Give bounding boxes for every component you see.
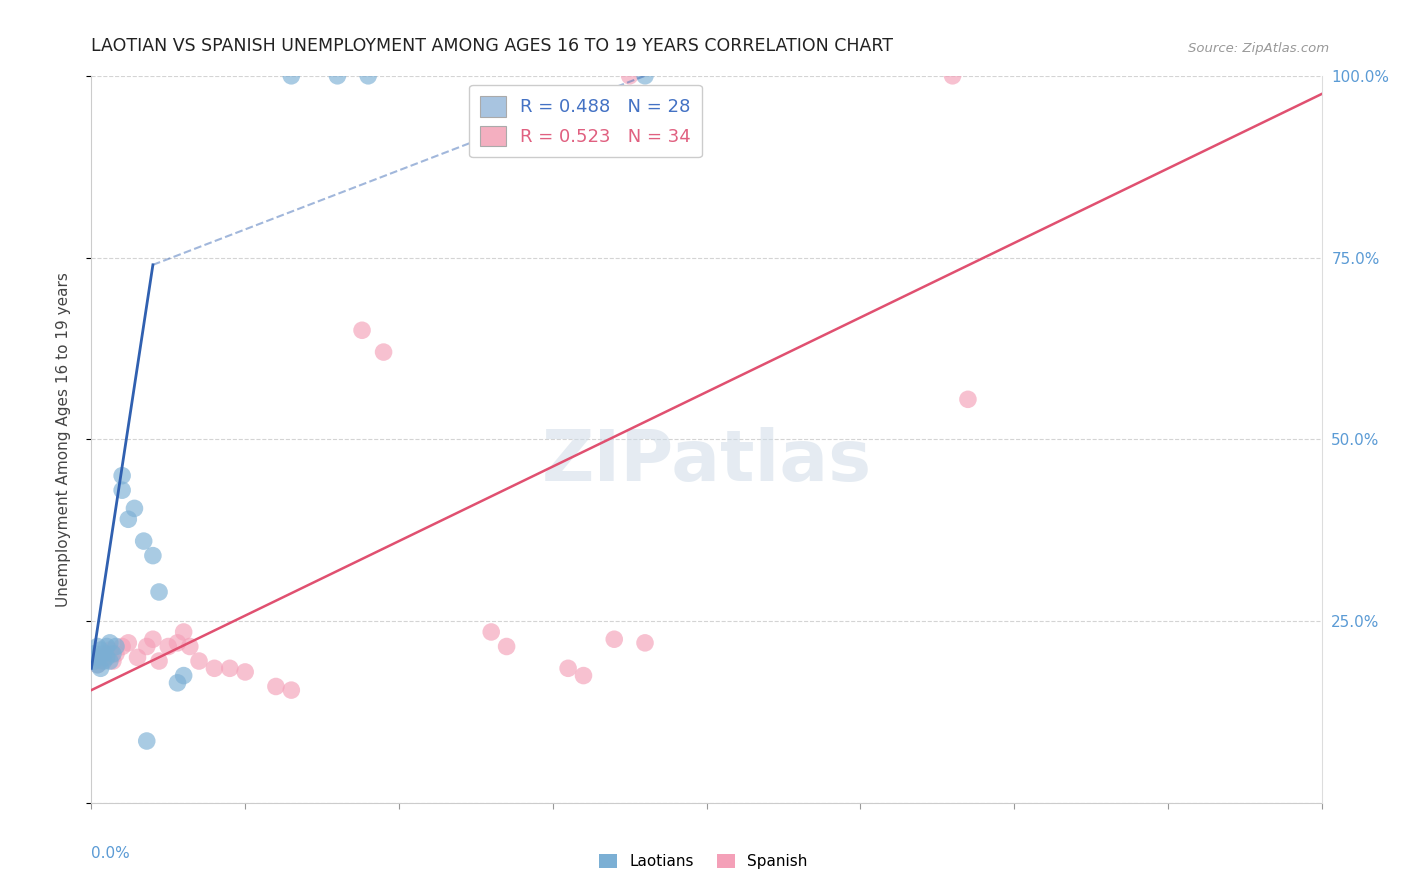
Point [142, 549, 165, 563]
Point [111, 640, 134, 654]
Point [124, 501, 146, 516]
Point [202, 661, 225, 675]
Point [96, 640, 118, 654]
Point [127, 650, 149, 665]
Point [101, 647, 124, 661]
Point [96, 650, 118, 665]
Legend: Laotians, Spanish: Laotians, Spanish [592, 847, 814, 875]
Point [179, 640, 201, 654]
Point [173, 668, 195, 682]
Point [111, 483, 134, 498]
Point [86, 657, 108, 672]
Point [495, 640, 517, 654]
Point [173, 624, 195, 639]
Point [90, 643, 112, 657]
Point [96, 647, 118, 661]
Point [956, 392, 979, 407]
Point [942, 69, 965, 83]
Point [350, 323, 373, 337]
Point [166, 676, 188, 690]
Point [98, 643, 121, 657]
Point [83, 654, 105, 668]
Point [233, 665, 256, 679]
Point [135, 640, 157, 654]
Point [634, 636, 657, 650]
Text: Source: ZipAtlas.com: Source: ZipAtlas.com [1188, 42, 1329, 55]
Point [117, 512, 139, 526]
Text: LAOTIAN VS SPANISH UNEMPLOYMENT AMONG AGES 16 TO 19 YEARS CORRELATION CHART: LAOTIAN VS SPANISH UNEMPLOYMENT AMONG AG… [91, 37, 893, 55]
Text: ZIPatlas: ZIPatlas [541, 426, 872, 496]
Point [157, 640, 180, 654]
Point [218, 661, 240, 675]
Point [105, 640, 127, 654]
Point [326, 69, 349, 83]
Point [117, 636, 139, 650]
Point [357, 69, 380, 83]
Point [132, 534, 155, 549]
Point [86, 640, 108, 654]
Point [142, 632, 165, 647]
Point [572, 668, 595, 682]
Point [93, 650, 115, 665]
Point [188, 654, 211, 668]
Point [93, 647, 115, 661]
Point [101, 654, 124, 668]
Point [98, 654, 121, 668]
Point [148, 585, 170, 599]
Point [557, 661, 579, 675]
Point [373, 345, 395, 359]
Point [105, 647, 127, 661]
Point [619, 69, 641, 83]
Point [90, 661, 112, 675]
Text: 0.0%: 0.0% [91, 847, 131, 862]
Point [83, 650, 105, 665]
Point [603, 632, 626, 647]
Point [93, 654, 115, 668]
Point [98, 636, 121, 650]
Point [280, 69, 302, 83]
Point [148, 654, 170, 668]
Point [83, 647, 105, 661]
Point [111, 468, 134, 483]
Point [135, 734, 157, 748]
Point [90, 654, 112, 668]
Point [264, 680, 287, 694]
Point [280, 683, 302, 698]
Y-axis label: Unemployment Among Ages 16 to 19 years: Unemployment Among Ages 16 to 19 years [56, 272, 70, 607]
Legend: R = 0.488   N = 28, R = 0.523   N = 34: R = 0.488 N = 28, R = 0.523 N = 34 [470, 85, 702, 157]
Point [86, 657, 108, 672]
Point [634, 69, 657, 83]
Point [86, 650, 108, 665]
Point [166, 636, 188, 650]
Point [479, 624, 502, 639]
